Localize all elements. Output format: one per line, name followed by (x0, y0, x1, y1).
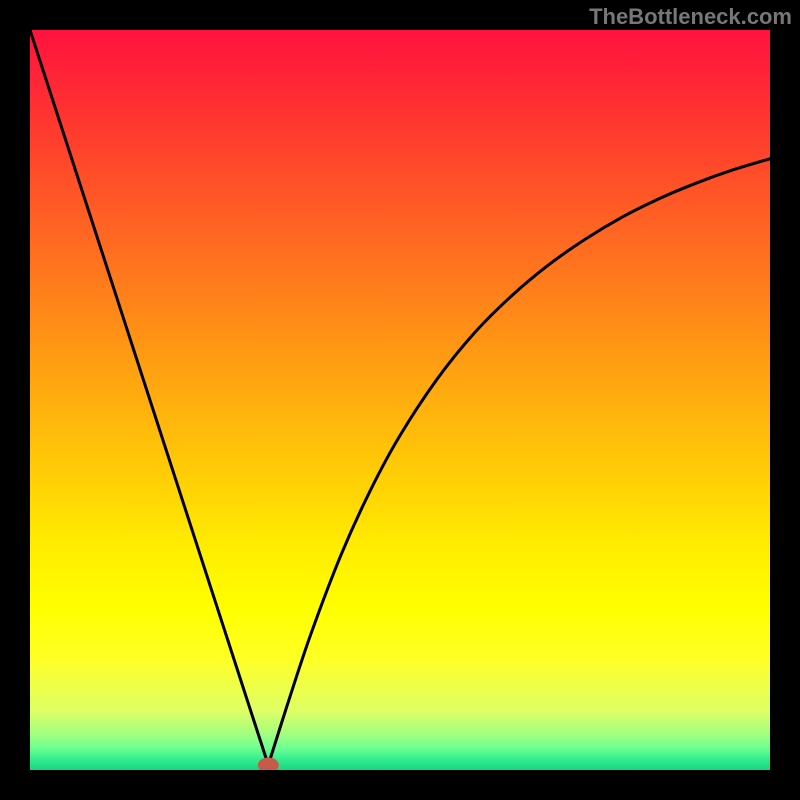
plot-area (30, 30, 770, 770)
gradient-background (30, 30, 770, 770)
minimum-marker (258, 758, 278, 770)
chart-canvas: TheBottleneck.com (0, 0, 800, 800)
watermark-text: TheBottleneck.com (589, 4, 792, 30)
plot-svg (30, 30, 770, 770)
